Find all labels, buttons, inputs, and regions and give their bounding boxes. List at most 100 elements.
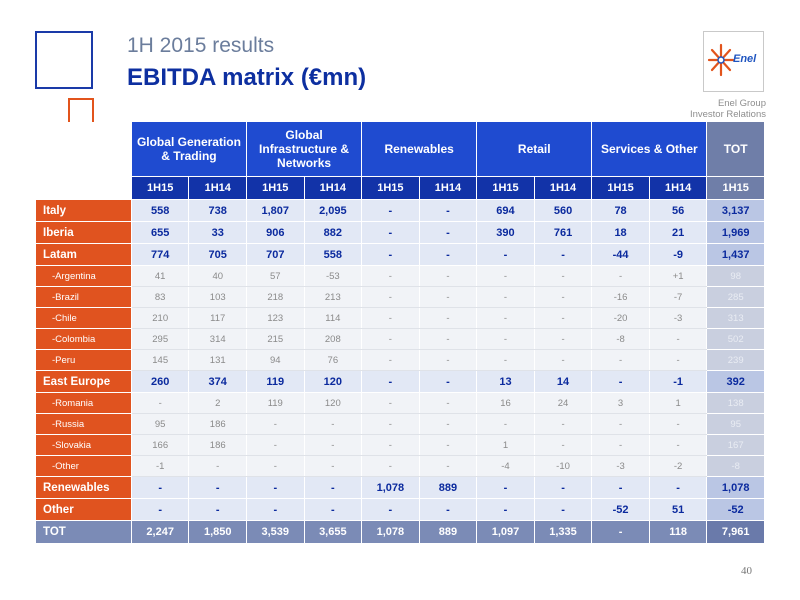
period-header: 1H15 bbox=[591, 176, 650, 200]
table-cell: 705 bbox=[188, 243, 247, 266]
row-total-cell: 1,078 bbox=[706, 476, 765, 499]
row-total-cell: -8 bbox=[706, 455, 765, 477]
table-cell: 2,247 bbox=[130, 520, 190, 544]
table-cell: -44 bbox=[591, 243, 650, 266]
period-header: 1H15 bbox=[246, 176, 305, 200]
table-cell: - bbox=[591, 434, 650, 456]
table-cell: 3,539 bbox=[246, 520, 305, 544]
table-cell: - bbox=[361, 349, 420, 371]
table-cell: - bbox=[130, 392, 190, 414]
enel-logo-text: Enel bbox=[733, 53, 757, 65]
table-cell: - bbox=[361, 265, 420, 287]
table-row: -Chile 210 117 123 114- - - - -20 -3 313 bbox=[35, 307, 765, 329]
row-label: -Argentina bbox=[35, 265, 132, 287]
table-cell: -1 bbox=[648, 370, 708, 393]
table-cell: 114 bbox=[303, 307, 363, 329]
table-cell: - bbox=[361, 434, 420, 456]
period-header: 1H14 bbox=[418, 176, 478, 200]
table-cell: 761 bbox=[533, 221, 593, 244]
table-cell: - bbox=[418, 370, 478, 393]
table-cell: - bbox=[188, 455, 247, 477]
row-total-cell: 1,969 bbox=[706, 221, 765, 244]
table-cell: - bbox=[533, 328, 593, 350]
table-cell: 1,078 bbox=[361, 476, 420, 499]
period-header: 1H15 bbox=[130, 176, 190, 200]
table-row: Other - - - - - - - - -52 51 -52 bbox=[35, 498, 765, 521]
row-total-cell: 392 bbox=[706, 370, 765, 393]
table-cell: 33 bbox=[188, 221, 247, 244]
decorative-blue-square bbox=[35, 31, 93, 89]
table-cell: - bbox=[591, 349, 650, 371]
table-cell: 1,807 bbox=[246, 199, 305, 222]
table-cell: -3 bbox=[648, 307, 708, 329]
row-total-cell: 502 bbox=[706, 328, 765, 350]
table-cell: - bbox=[361, 370, 420, 393]
table-cell: -8 bbox=[591, 328, 650, 350]
table-cell: 1 bbox=[648, 392, 708, 414]
table-cell: - bbox=[130, 476, 190, 499]
table-cell: -52 bbox=[591, 498, 650, 521]
table-cell: - bbox=[188, 498, 247, 521]
group-header: Services & Other bbox=[591, 121, 708, 177]
table-cell: - bbox=[648, 349, 708, 371]
group-header: Retail bbox=[476, 121, 593, 177]
row-label: East Europe bbox=[35, 370, 132, 393]
table-cell: -3 bbox=[591, 455, 650, 477]
table-cell: 1 bbox=[476, 434, 535, 456]
table-cell: - bbox=[418, 328, 478, 350]
row-total-cell: 285 bbox=[706, 286, 765, 308]
table-cell: 314 bbox=[188, 328, 247, 350]
table-row: Italy 558 738 1,807 2,095- -694 560 78 56 3,137 bbox=[35, 199, 765, 222]
table-cell: 14 bbox=[533, 370, 593, 393]
table-cell: - bbox=[533, 349, 593, 371]
table-cell: -7 bbox=[648, 286, 708, 308]
table-cell: - bbox=[476, 265, 535, 287]
table-cell: - bbox=[130, 498, 190, 521]
table-cell: 560 bbox=[533, 199, 593, 222]
table-cell: 145 bbox=[130, 349, 190, 371]
table-cell: - bbox=[648, 328, 708, 350]
table-cell: - bbox=[361, 455, 420, 477]
table-row: East Europe 260 374 119 120- -13 14- -1 392 bbox=[35, 370, 765, 393]
row-total-cell: 239 bbox=[706, 349, 765, 371]
table-cell: 123 bbox=[246, 307, 305, 329]
table-row: -Colombia 295 314 215 208- - - - -8-502 bbox=[35, 328, 765, 350]
table-row: -Romania -2 119 120- -16 24 3 1 138 bbox=[35, 392, 765, 414]
group-header: Global Infrastructure & Networks bbox=[245, 121, 363, 177]
period-header: 1H15 bbox=[476, 176, 535, 200]
page-subtitle: 1H 2015 results bbox=[127, 34, 275, 57]
table-cell: +1 bbox=[648, 265, 708, 287]
table-cell: -10 bbox=[533, 455, 593, 477]
table-cell: - bbox=[303, 476, 363, 499]
row-label: -Other bbox=[35, 455, 132, 477]
table-cell: - bbox=[303, 413, 363, 435]
table-cell: - bbox=[533, 307, 593, 329]
table-cell: 208 bbox=[303, 328, 363, 350]
period-header: 1H14 bbox=[303, 176, 363, 200]
table-cell: 889 bbox=[418, 520, 478, 544]
table-cell: -20 bbox=[591, 307, 650, 329]
table-cell: 186 bbox=[188, 413, 247, 435]
table-cell: - bbox=[418, 498, 478, 521]
table-cell: - bbox=[476, 286, 535, 308]
row-total-cell: 138 bbox=[706, 392, 765, 414]
table-cell: 374 bbox=[188, 370, 247, 393]
table-cell: - bbox=[361, 328, 420, 350]
table-cell: 51 bbox=[648, 498, 708, 521]
ebitda-matrix-table: Global Generation & Trading Global Infra… bbox=[35, 121, 765, 544]
table-cell: 295 bbox=[130, 328, 190, 350]
table-row: -Argentina 41 40 57 -53- - - - - +1 98 bbox=[35, 265, 765, 287]
table-corner bbox=[35, 176, 132, 200]
table-cell: - bbox=[591, 413, 650, 435]
table-cell: 120 bbox=[303, 392, 363, 414]
enel-logo: Enel bbox=[703, 31, 764, 92]
row-label: -Colombia bbox=[35, 328, 132, 350]
table-row: TOT 2,247 1,850 3,539 3,655 1,078 889 1,097 1,33… bbox=[35, 520, 765, 544]
table-cell: 56 bbox=[648, 199, 708, 222]
table-cell: 16 bbox=[476, 392, 535, 414]
table-cell: - bbox=[418, 243, 478, 266]
table-cell: 3 bbox=[591, 392, 650, 414]
table-cell: 707 bbox=[246, 243, 305, 266]
table-cell: 103 bbox=[188, 286, 247, 308]
row-label: Renewables bbox=[35, 476, 132, 499]
